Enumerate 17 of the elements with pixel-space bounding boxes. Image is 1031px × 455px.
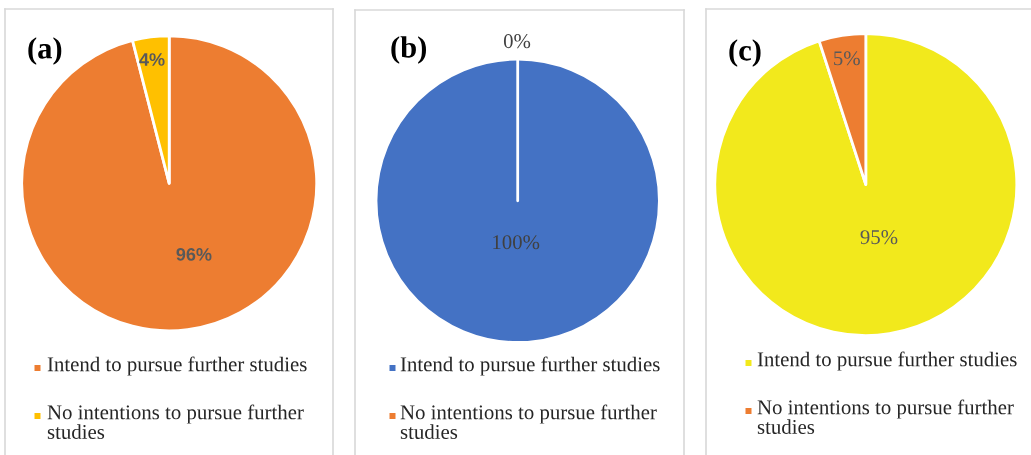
legend-label: No intentions to pursue further studies xyxy=(757,399,1014,434)
data-label: 5% xyxy=(834,51,860,66)
data-label: 96% xyxy=(176,247,212,261)
legend-label: No intentions to pursue further studies xyxy=(47,404,304,439)
chart-title: (a) xyxy=(28,37,62,65)
legend-label: No intentions to pursue further studies xyxy=(400,404,657,439)
chart-title: (c) xyxy=(729,39,761,67)
pie-slice xyxy=(20,34,319,333)
chart-title: (b) xyxy=(391,36,426,64)
legend-label: Intend to pursue further studies xyxy=(757,351,1017,371)
data-label: 4% xyxy=(139,53,165,66)
legend-label: Intend to pursue further studies xyxy=(400,356,660,376)
data-label: 100% xyxy=(493,235,540,250)
text: 0% xyxy=(503,34,531,49)
data-label: 95% xyxy=(860,230,898,245)
pie-slice xyxy=(713,32,1019,337)
legend-label: Intend to pursue further studies xyxy=(47,356,307,376)
